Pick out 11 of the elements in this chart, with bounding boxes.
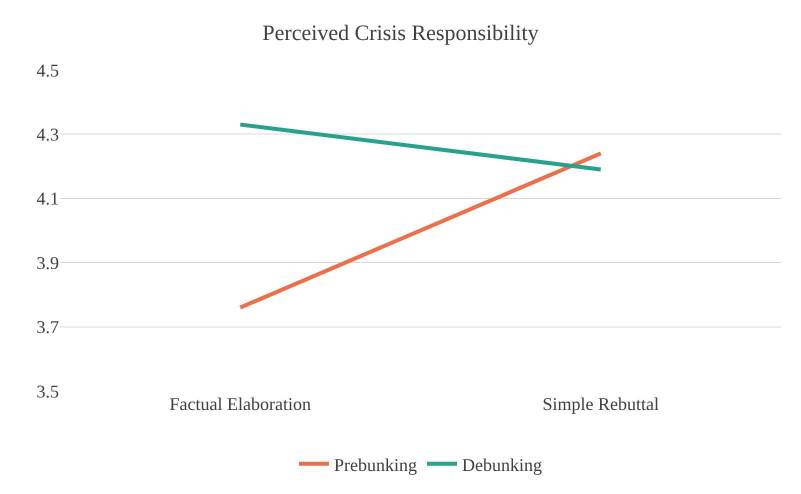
- legend-label: Debunking: [462, 454, 542, 475]
- y-tick-label: 3.7: [36, 317, 59, 338]
- chart-title: Perceived Crisis Responsibility: [262, 20, 539, 46]
- y-tick-label: 3.5: [36, 381, 59, 402]
- legend-label: Prebunking: [334, 454, 417, 475]
- x-tick-label: Simple Rebuttal: [542, 394, 659, 414]
- y-tick-label: 4.5: [36, 60, 59, 80]
- x-tick-label: Factual Elaboration: [170, 394, 311, 414]
- y-tick-label: 3.9: [36, 252, 59, 273]
- y-tick-label: 4.1: [36, 188, 59, 209]
- y-tick-label: 4.3: [36, 124, 59, 144]
